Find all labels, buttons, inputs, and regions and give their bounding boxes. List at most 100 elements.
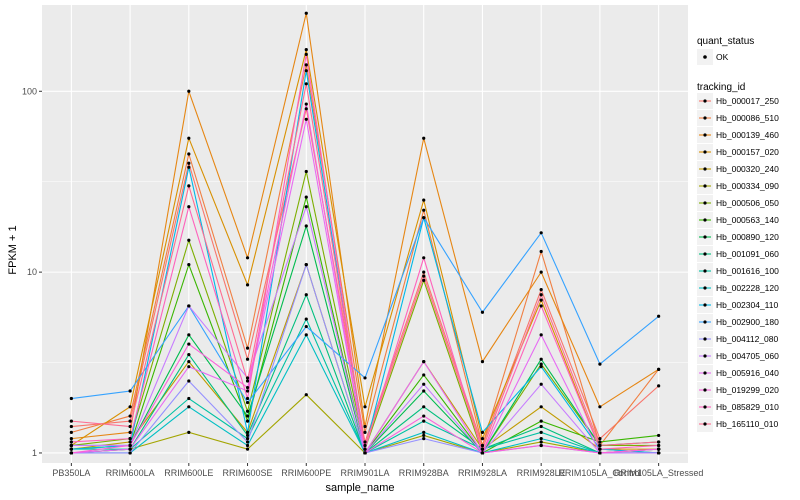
data-point [363, 430, 367, 434]
data-point [363, 451, 367, 455]
data-point [304, 102, 308, 106]
x-tick-label: RRIM105LA_Control [558, 468, 641, 478]
data-point [422, 256, 426, 260]
data-point [187, 430, 191, 434]
data-point [187, 405, 191, 409]
data-point [480, 451, 485, 455]
x-tick-label: RRIM901LA [340, 468, 389, 478]
x-axis-title: sample_name [325, 482, 394, 494]
data-point [245, 433, 250, 438]
legend-quant-entries: OK [697, 49, 729, 65]
legend-series-label: Hb_004705_060 [716, 351, 779, 361]
legend-point-key [703, 286, 707, 290]
legend-point-key [703, 252, 707, 256]
data-point [128, 430, 132, 434]
legend-series-label: Hb_000017_250 [716, 96, 779, 106]
legend-series-label: Hb_019299_020 [716, 385, 779, 395]
legend: quant_status OK tracking_id Hb_000017_25… [697, 36, 779, 432]
legend-series-entries: Hb_000017_250 Hb_000086_510 Hb_000139_460 H… [697, 93, 779, 432]
data-point [304, 117, 308, 121]
data-point [187, 365, 191, 369]
legend-series-label: Hb_085829_010 [716, 402, 779, 412]
y-tick-label: 1 [32, 448, 37, 458]
y-tick-label: 100 [22, 86, 37, 96]
legend-series-label: Hb_000506_050 [716, 198, 779, 208]
data-point [245, 419, 250, 423]
data-point [187, 396, 191, 401]
data-point [539, 419, 543, 423]
data-point [128, 443, 132, 448]
data-point [539, 333, 543, 337]
legend-point-key [703, 388, 707, 392]
legend-point-key [703, 55, 707, 59]
data-point [128, 437, 132, 441]
data-point [480, 437, 485, 441]
data-point [245, 283, 250, 287]
data-point [69, 443, 73, 448]
data-point [539, 231, 543, 235]
legend-series-label: Hb_000890_120 [716, 232, 779, 242]
data-point [304, 63, 308, 67]
data-point [245, 409, 250, 413]
data-point [69, 440, 73, 444]
data-point [128, 440, 132, 444]
legend-point-key [703, 354, 707, 358]
data-point [245, 376, 250, 380]
legend-series-label: Hb_000334_090 [716, 181, 779, 191]
data-point [363, 424, 367, 429]
data-point [363, 443, 367, 448]
x-tick-label: RRIM600SE [223, 468, 273, 478]
legend-point-key [703, 201, 707, 205]
data-point [69, 430, 73, 434]
data-point [422, 414, 426, 418]
data-point [187, 238, 191, 242]
legend-point-key [703, 371, 707, 375]
data-point [304, 317, 308, 321]
data-point [187, 263, 191, 267]
data-point [304, 224, 308, 228]
data-point [539, 270, 543, 274]
data-point [363, 447, 367, 451]
data-point [304, 324, 308, 329]
data-point [539, 293, 543, 297]
data-point [304, 263, 308, 267]
data-point [598, 443, 602, 448]
data-point [304, 169, 308, 174]
data-point [304, 11, 308, 15]
data-point [539, 249, 543, 254]
data-point [657, 314, 661, 318]
data-point [539, 288, 543, 292]
data-point [187, 136, 191, 140]
legend-point-key [703, 337, 707, 341]
data-point [657, 384, 661, 388]
data-point [480, 447, 485, 451]
data-point [539, 382, 543, 386]
data-point [245, 379, 250, 383]
data-point [422, 419, 426, 423]
data-point [128, 405, 132, 409]
data-point [539, 424, 543, 429]
data-point [304, 52, 308, 56]
legend-series-label: Hb_001616_100 [716, 266, 779, 276]
legend-point-key [703, 405, 707, 409]
data-point [245, 440, 250, 444]
legend-series-label: Hb_165110_010 [716, 419, 779, 429]
data-point [304, 205, 308, 209]
data-point [128, 451, 132, 455]
data-point [422, 433, 426, 438]
data-point [245, 346, 250, 350]
data-point [539, 365, 543, 369]
data-point [187, 304, 191, 308]
data-point [480, 360, 485, 364]
y-axis: 1 10 100 [22, 86, 42, 458]
data-point [245, 389, 250, 393]
y-tick-label: 10 [27, 267, 37, 277]
data-point [480, 430, 485, 434]
data-point [422, 382, 426, 386]
data-point [187, 379, 191, 383]
data-point [128, 447, 132, 451]
data-point [187, 342, 191, 346]
data-point [422, 430, 426, 434]
data-point [128, 414, 132, 418]
data-point [187, 184, 191, 188]
